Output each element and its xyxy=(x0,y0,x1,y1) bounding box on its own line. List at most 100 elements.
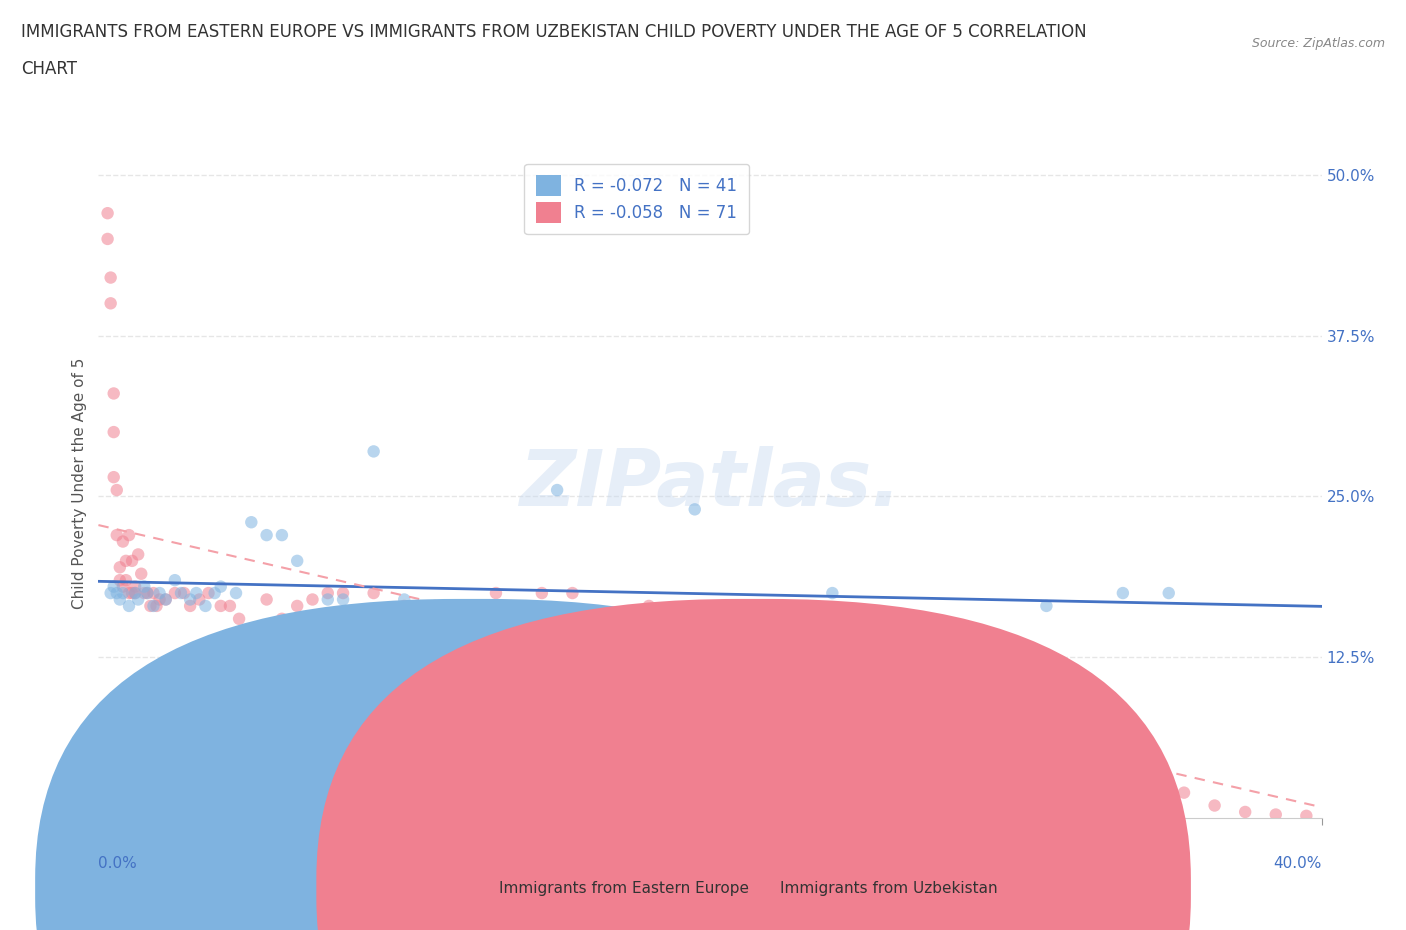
Point xyxy=(134,579,156,594)
Point xyxy=(1264,807,1286,822)
Point xyxy=(637,599,661,614)
Point xyxy=(142,599,165,614)
Point xyxy=(576,604,599,619)
Point xyxy=(115,553,138,568)
Point xyxy=(868,663,890,678)
Point xyxy=(105,527,128,542)
Point xyxy=(485,611,508,626)
Point xyxy=(139,599,162,614)
Point xyxy=(530,586,553,601)
Point xyxy=(186,586,208,601)
Point xyxy=(485,586,508,601)
Point xyxy=(775,637,797,652)
Text: 0.0%: 0.0% xyxy=(98,856,138,870)
Point xyxy=(363,444,385,458)
Point xyxy=(270,611,292,626)
Point xyxy=(423,599,446,614)
Text: ZIPatlas.: ZIPatlas. xyxy=(519,445,901,522)
Point xyxy=(1112,586,1135,601)
Point xyxy=(127,592,149,607)
Point xyxy=(121,586,143,601)
Point xyxy=(821,657,844,671)
Point xyxy=(225,586,247,601)
Point xyxy=(118,586,141,601)
Point xyxy=(959,695,981,710)
Point xyxy=(943,676,966,691)
Point xyxy=(115,573,138,588)
Point xyxy=(111,534,134,549)
Point xyxy=(134,586,156,601)
Point xyxy=(173,586,195,601)
Point xyxy=(240,624,263,639)
Point xyxy=(149,586,172,601)
Point xyxy=(103,470,125,485)
Text: Source: ZipAtlas.com: Source: ZipAtlas.com xyxy=(1251,37,1385,50)
Point xyxy=(332,592,354,607)
Legend: R = -0.072   N = 41, R = -0.058   N = 71: R = -0.072 N = 41, R = -0.058 N = 71 xyxy=(524,164,749,234)
Point xyxy=(454,611,477,626)
Point xyxy=(1234,804,1257,819)
Point xyxy=(256,592,278,607)
Point xyxy=(1035,599,1057,614)
Point xyxy=(155,592,177,607)
Point xyxy=(316,592,339,607)
Point xyxy=(316,586,339,601)
Point xyxy=(100,586,122,601)
Text: IMMIGRANTS FROM EASTERN EUROPE VS IMMIGRANTS FROM UZBEKISTAN CHILD POVERTY UNDER: IMMIGRANTS FROM EASTERN EUROPE VS IMMIGR… xyxy=(21,23,1087,41)
Point xyxy=(270,527,292,542)
Point xyxy=(129,566,152,581)
Point xyxy=(1204,798,1226,813)
Text: Immigrants from Uzbekistan: Immigrants from Uzbekistan xyxy=(780,881,998,896)
Point xyxy=(100,296,122,311)
Point xyxy=(111,586,134,601)
Point xyxy=(1097,760,1119,775)
Point xyxy=(332,586,354,601)
Point xyxy=(852,604,875,619)
Point xyxy=(118,527,141,542)
Point xyxy=(124,586,146,601)
Text: 40.0%: 40.0% xyxy=(1274,856,1322,870)
Point xyxy=(1066,734,1088,749)
Text: Immigrants from Eastern Europe: Immigrants from Eastern Europe xyxy=(499,881,749,896)
Point xyxy=(607,624,630,639)
Point xyxy=(155,592,177,607)
Point xyxy=(103,425,125,440)
Point xyxy=(1295,808,1317,823)
Point xyxy=(124,586,146,601)
Point xyxy=(392,592,416,607)
Point xyxy=(301,592,323,607)
Point xyxy=(285,553,308,568)
Point xyxy=(105,483,128,498)
Point xyxy=(103,579,125,594)
Point xyxy=(228,611,250,626)
Point xyxy=(204,586,226,601)
Point xyxy=(118,599,141,614)
Point xyxy=(108,592,131,607)
Point xyxy=(546,483,568,498)
Point xyxy=(111,579,134,594)
Point xyxy=(97,232,120,246)
Point xyxy=(100,270,122,285)
Point xyxy=(1128,772,1150,787)
Point xyxy=(163,586,186,601)
Point xyxy=(730,644,752,658)
Point xyxy=(219,599,242,614)
Point xyxy=(149,592,172,607)
Point xyxy=(103,386,125,401)
Point xyxy=(1157,586,1180,601)
Point xyxy=(209,579,232,594)
Point xyxy=(209,599,232,614)
Point xyxy=(97,206,120,220)
Point xyxy=(170,586,193,601)
Point xyxy=(179,599,201,614)
Point xyxy=(256,527,278,542)
Point xyxy=(240,515,263,530)
Point xyxy=(124,579,146,594)
Point xyxy=(683,624,706,639)
Point xyxy=(1173,785,1195,800)
Point xyxy=(683,502,706,517)
Point xyxy=(108,573,131,588)
Point xyxy=(136,586,159,601)
Point xyxy=(285,599,308,614)
Point xyxy=(136,586,159,601)
